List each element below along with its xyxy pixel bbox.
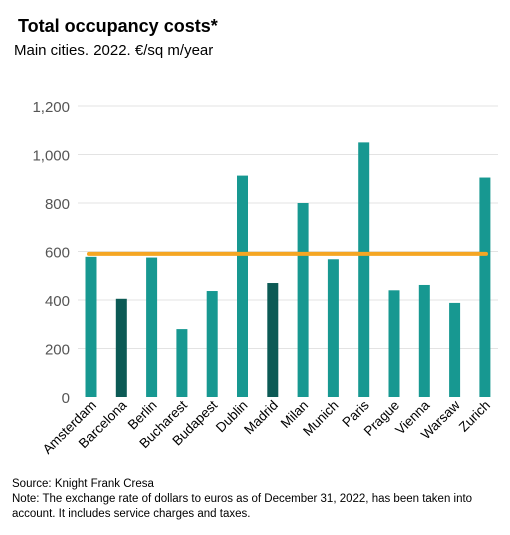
y-tick-label: 0 <box>62 390 70 407</box>
x-tick-label: Zurich <box>456 398 493 435</box>
bar-dublin <box>237 175 248 397</box>
bar-madrid <box>267 283 279 397</box>
y-tick-label: 800 <box>45 196 70 213</box>
bar-warsaw <box>449 302 461 397</box>
bar-paris <box>358 142 370 397</box>
bar-milan <box>297 203 309 397</box>
chart-title: Total occupancy costs* <box>18 16 218 36</box>
bar-prague <box>388 290 400 397</box>
bar-bucharest <box>176 329 188 397</box>
source-note: Source: Knight Frank Cresa Note: The exc… <box>12 477 502 522</box>
y-tick-label: 200 <box>45 342 70 359</box>
y-tick-label: 1,000 <box>32 148 70 165</box>
y-tick-label: 400 <box>45 293 70 310</box>
y-tick-label: 600 <box>45 245 70 262</box>
y-tick-label: 1,200 <box>32 99 70 116</box>
note-text: Note: The exchange rate of dollars to eu… <box>12 493 473 520</box>
bar-barcelona <box>115 298 127 397</box>
bar-chart: 02004006008001,0001,200AmsterdamBarcelon… <box>32 99 498 457</box>
x-tick-label: Madrid <box>241 398 281 438</box>
bar-amsterdam <box>85 256 97 397</box>
bar-munich <box>327 259 339 397</box>
bar-berlin <box>146 257 158 397</box>
chart-subtitle: Main cities. 2022. €/sq m/year <box>14 42 214 59</box>
bar-zurich <box>479 177 491 397</box>
bar-vienna <box>418 284 430 397</box>
bar-budapest <box>206 291 218 397</box>
source-text: Source: Knight Frank Cresa <box>12 478 154 490</box>
